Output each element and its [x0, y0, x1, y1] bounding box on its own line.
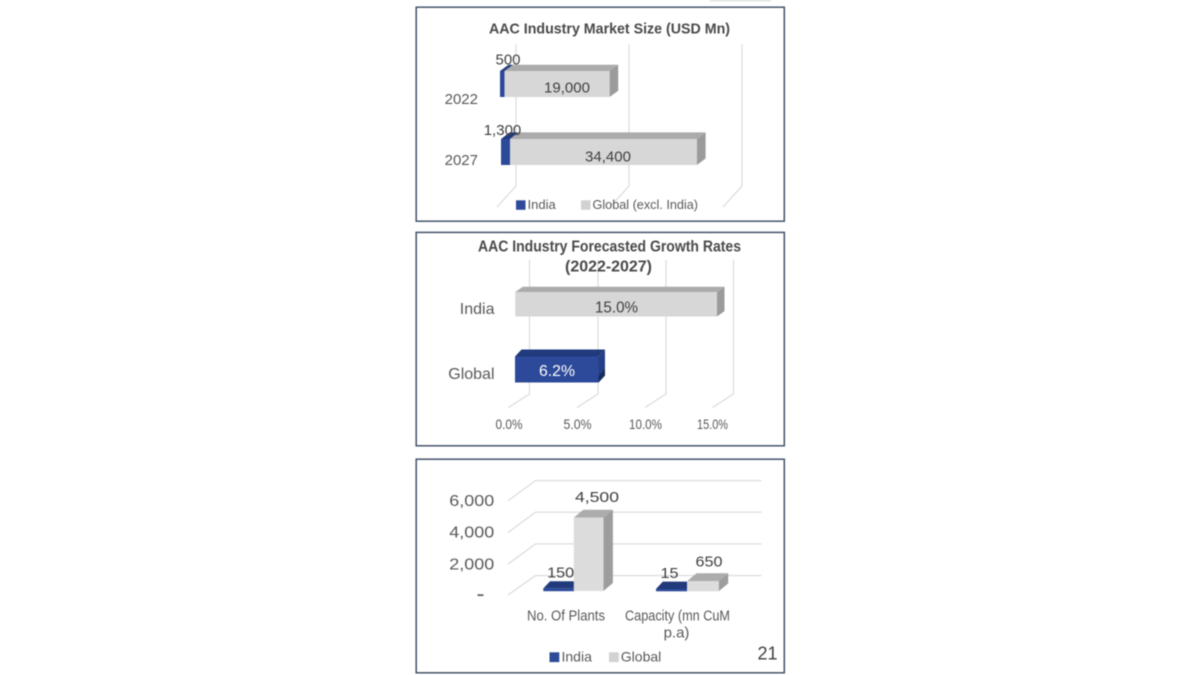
svg-text:India: India — [562, 648, 593, 664]
svg-text:India: India — [528, 197, 557, 212]
svg-text:4,000: 4,000 — [449, 525, 494, 542]
svg-text:India: India — [460, 301, 495, 318]
svg-text:6,000: 6,000 — [449, 493, 494, 510]
svg-text:6.2%: 6.2% — [539, 363, 575, 380]
svg-text:AAC Industry Forecasted Growth: AAC Industry Forecasted Growth Rates — [478, 239, 741, 256]
svg-text:19,000: 19,000 — [544, 80, 590, 97]
svg-text:1,300: 1,300 — [484, 122, 522, 139]
svg-text:500: 500 — [495, 52, 520, 69]
svg-text:15: 15 — [661, 565, 679, 582]
svg-text:Global (excl. India): Global (excl. India) — [593, 197, 699, 212]
svg-text:15.0%: 15.0% — [697, 416, 728, 432]
svg-text:650: 650 — [696, 554, 723, 571]
svg-text:(2022-2027): (2022-2027) — [565, 259, 652, 276]
svg-text:Capacity (mn CuM: Capacity (mn CuM — [625, 607, 730, 624]
svg-text:15.0%: 15.0% — [595, 299, 638, 316]
svg-text:34,400: 34,400 — [585, 149, 631, 166]
svg-text:5.0%: 5.0% — [564, 416, 592, 432]
svg-text:21: 21 — [757, 644, 777, 664]
svg-text:2022: 2022 — [445, 91, 478, 108]
svg-text:2,000: 2,000 — [449, 556, 494, 573]
svg-text:No. Of Plants: No. Of Plants — [527, 607, 605, 624]
svg-text:p.a): p.a) — [664, 624, 690, 641]
svg-text:Global: Global — [621, 648, 661, 664]
svg-text:10.0%: 10.0% — [629, 416, 662, 432]
svg-text:150: 150 — [547, 565, 574, 582]
svg-text:0.0%: 0.0% — [496, 416, 523, 432]
svg-text:4,500: 4,500 — [575, 489, 619, 506]
svg-text:2027: 2027 — [445, 152, 478, 169]
svg-text:Global: Global — [448, 366, 494, 383]
svg-text:AAC Industry Market Size (USD: AAC Industry Market Size (USD Mn) — [489, 21, 730, 38]
